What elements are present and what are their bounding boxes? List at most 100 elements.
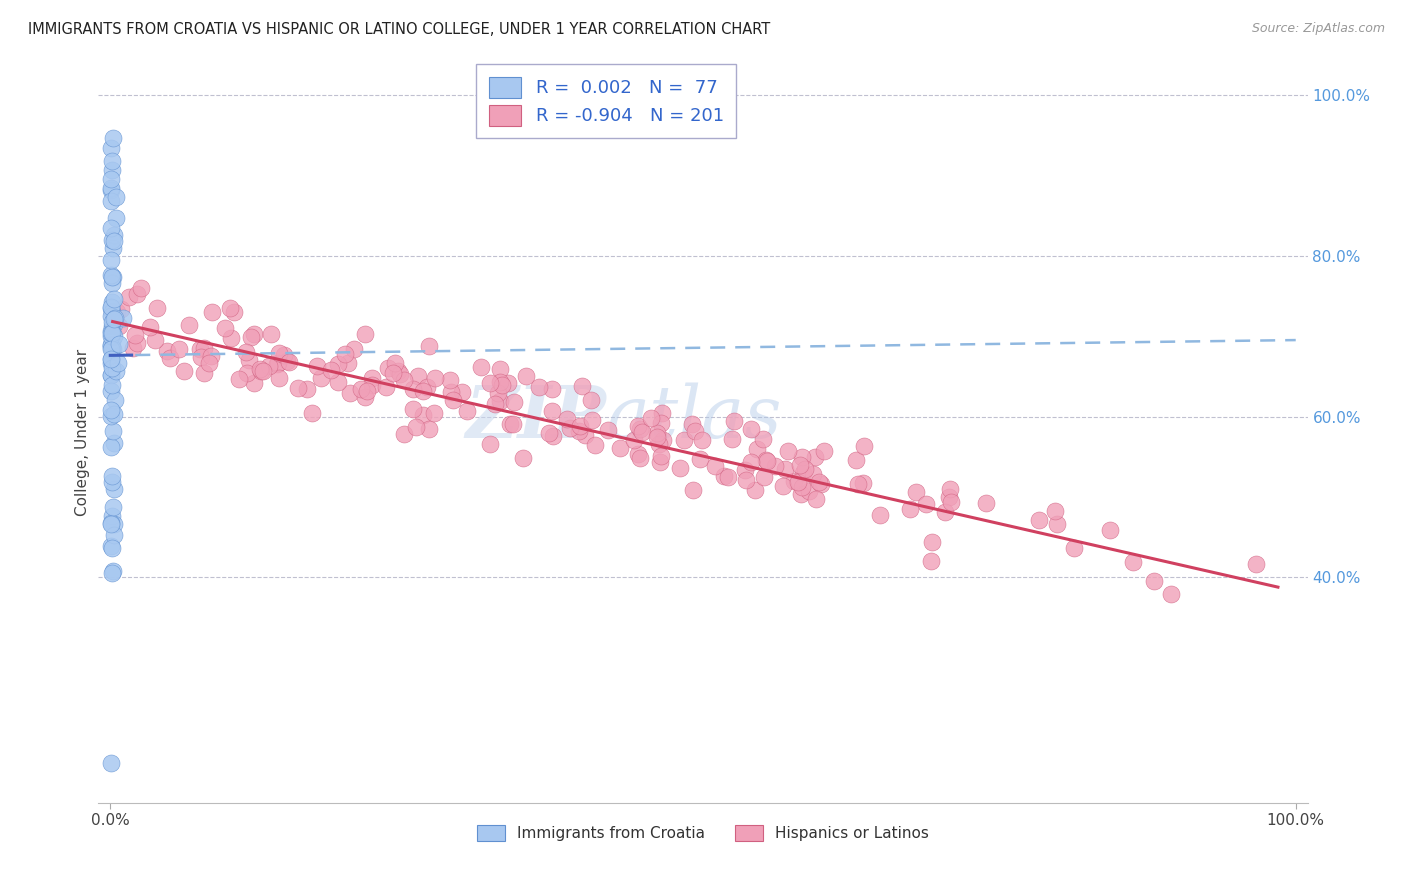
- Point: [104, 190, 127, 204]
- Point: [353, 326, 375, 341]
- Point: [803, 450, 825, 465]
- Point: [167, 342, 190, 356]
- Point: [100, 539, 122, 553]
- Point: [787, 475, 810, 489]
- Point: [214, 321, 236, 335]
- Point: [100, 338, 122, 352]
- Point: [408, 369, 430, 384]
- Point: [257, 359, 280, 373]
- Point: [193, 366, 215, 380]
- Point: [295, 382, 318, 396]
- Point: [360, 378, 382, 392]
- Point: [100, 440, 122, 454]
- Point: [773, 462, 796, 476]
- Point: [754, 470, 776, 484]
- Point: [1244, 558, 1267, 572]
- Point: [235, 344, 257, 359]
- Text: Source: ZipAtlas.com: Source: ZipAtlas.com: [1251, 22, 1385, 36]
- Point: [740, 421, 762, 435]
- Point: [107, 318, 129, 333]
- Point: [173, 364, 195, 378]
- Point: [1046, 517, 1069, 532]
- Point: [387, 363, 409, 377]
- Point: [266, 357, 288, 371]
- Text: atlas: atlas: [606, 383, 782, 453]
- Point: [596, 423, 619, 437]
- Point: [640, 410, 662, 425]
- Point: [650, 449, 672, 463]
- Point: [110, 301, 132, 316]
- Point: [193, 341, 215, 355]
- Point: [852, 475, 875, 490]
- Point: [124, 328, 146, 343]
- Point: [713, 469, 735, 483]
- Point: [628, 451, 651, 466]
- Point: [848, 477, 870, 491]
- Point: [905, 485, 928, 500]
- Point: [1143, 574, 1166, 588]
- Point: [190, 350, 212, 364]
- Point: [307, 359, 329, 373]
- Point: [103, 392, 125, 407]
- Point: [763, 458, 786, 473]
- Point: [100, 221, 122, 235]
- Point: [392, 373, 415, 387]
- Point: [645, 430, 668, 444]
- Point: [103, 292, 125, 306]
- Point: [103, 328, 125, 343]
- Point: [105, 305, 128, 319]
- Point: [356, 384, 378, 398]
- Point: [794, 462, 817, 476]
- Point: [100, 253, 122, 268]
- Point: [813, 444, 835, 458]
- Point: [138, 319, 160, 334]
- Point: [609, 441, 631, 455]
- Point: [382, 366, 405, 380]
- Point: [751, 432, 773, 446]
- Point: [105, 211, 128, 225]
- Point: [568, 424, 591, 438]
- Point: [852, 439, 875, 453]
- Point: [797, 483, 820, 498]
- Point: [810, 476, 832, 491]
- Point: [405, 420, 427, 434]
- Point: [689, 451, 711, 466]
- Point: [704, 458, 727, 473]
- Point: [623, 434, 645, 448]
- Point: [103, 528, 125, 542]
- Point: [260, 327, 283, 342]
- Point: [541, 429, 564, 443]
- Point: [412, 408, 434, 422]
- Point: [100, 340, 122, 354]
- Point: [101, 242, 124, 256]
- Point: [627, 447, 650, 461]
- Point: [538, 425, 561, 440]
- Point: [267, 356, 290, 370]
- Point: [384, 356, 406, 370]
- Text: IMMIGRANTS FROM CROATIA VS HISPANIC OR LATINO COLLEGE, UNDER 1 YEAR CORRELATION : IMMIGRANTS FROM CROATIA VS HISPANIC OR L…: [28, 22, 770, 37]
- Point: [100, 326, 122, 341]
- Point: [974, 496, 997, 510]
- Point: [740, 455, 762, 469]
- Point: [101, 425, 124, 439]
- Point: [470, 359, 492, 374]
- Point: [772, 479, 794, 493]
- Point: [792, 480, 814, 494]
- Point: [145, 333, 167, 347]
- Point: [389, 367, 412, 381]
- Point: [235, 366, 257, 380]
- Point: [100, 310, 122, 324]
- Point: [723, 414, 745, 428]
- Point: [744, 483, 766, 497]
- Point: [745, 442, 768, 456]
- Point: [377, 361, 399, 376]
- Point: [898, 502, 921, 516]
- Point: [651, 433, 673, 447]
- Point: [101, 324, 124, 338]
- Point: [100, 352, 122, 367]
- Point: [240, 329, 263, 343]
- Point: [101, 361, 124, 376]
- Point: [503, 394, 526, 409]
- Point: [541, 404, 564, 418]
- Point: [177, 318, 200, 332]
